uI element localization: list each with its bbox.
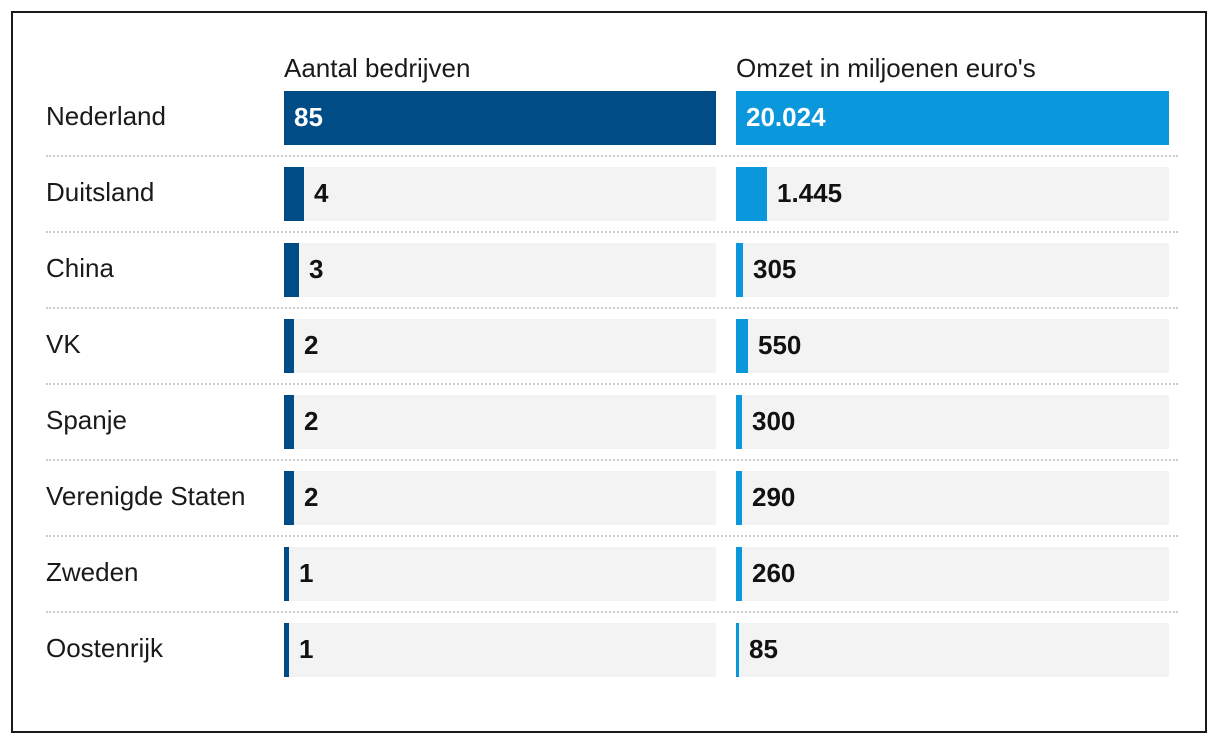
bar-company-count [284, 319, 294, 373]
bar-company-count [284, 623, 289, 677]
chart-row: Verenigde Staten 2 290 [13, 471, 1205, 547]
chart-row: Oostenrijk 1 85 [13, 623, 1205, 699]
row-separator [46, 383, 1178, 385]
bar-revenue [736, 167, 767, 221]
chart-row: VK 2 550 [13, 319, 1205, 395]
row-separator [46, 535, 1178, 537]
row-separator [46, 231, 1178, 233]
bar-company-count [284, 167, 304, 221]
chart-row: Spanje 2 300 [13, 395, 1205, 471]
bar-value-label-revenue: 300 [752, 406, 796, 436]
bar-value-label-revenue: 20.024 [746, 102, 826, 132]
bar-track-revenue: 260 [736, 547, 1169, 601]
row-separator [46, 155, 1178, 157]
bar-value-label-company-count: 2 [304, 330, 319, 360]
column-header-revenue: Omzet in miljoenen euro's [736, 53, 1036, 83]
bar-value-label-company-count: 2 [304, 406, 319, 436]
bar-revenue [736, 471, 742, 525]
bar-track-company-count: 2 [284, 471, 716, 525]
bar-track-company-count: 1 [284, 547, 716, 601]
bar-value-label-revenue: 550 [758, 330, 802, 360]
bar-revenue [736, 623, 739, 677]
bar-value-label-company-count: 1 [299, 558, 314, 588]
bar-value-label-company-count: 2 [304, 482, 319, 512]
bar-revenue [736, 91, 1169, 145]
bar-track-revenue: 20.024 [736, 91, 1169, 145]
bar-revenue [736, 547, 742, 601]
bar-track-company-count: 3 [284, 243, 716, 297]
bar-track-revenue: 1.445 [736, 167, 1169, 221]
bar-revenue [736, 243, 743, 297]
bar-revenue [736, 319, 748, 373]
bar-value-label-revenue: 85 [749, 634, 778, 664]
bar-track-revenue: 85 [736, 623, 1169, 677]
chart-row: China 3 305 [13, 243, 1205, 319]
bar-value-label-company-count: 4 [314, 178, 329, 208]
bar-value-label-company-count: 85 [294, 102, 323, 132]
chart-row: Zweden 1 260 [13, 547, 1205, 623]
category-label: Oostenrijk [46, 633, 164, 663]
chart-rows: Nederland 85 20.024 Duitsland 4 1.445 China 3 30… [13, 13, 1205, 731]
bar-value-label-revenue: 305 [753, 254, 797, 284]
category-label: VK [46, 329, 81, 359]
chart-row: Nederland 85 20.024 [13, 91, 1205, 167]
category-label: Verenigde Staten [46, 481, 246, 511]
bar-track-company-count: 4 [284, 167, 716, 221]
category-label: China [46, 253, 114, 283]
bar-company-count [284, 547, 289, 601]
category-label: Spanje [46, 405, 127, 435]
category-label: Nederland [46, 101, 166, 131]
bar-value-label-revenue: 260 [752, 558, 796, 588]
category-label: Duitsland [46, 177, 155, 207]
bar-company-count [284, 395, 294, 449]
bar-track-revenue: 550 [736, 319, 1169, 373]
row-separator [46, 307, 1178, 309]
bar-track-company-count: 85 [284, 91, 716, 145]
bar-value-label-company-count: 3 [309, 254, 324, 284]
bar-track-company-count: 2 [284, 319, 716, 373]
row-separator [46, 611, 1178, 613]
bar-track-company-count: 1 [284, 623, 716, 677]
bar-value-label-revenue: 290 [752, 482, 796, 512]
bar-company-count [284, 91, 716, 145]
row-separator [46, 459, 1178, 461]
bar-track-revenue: 290 [736, 471, 1169, 525]
bar-value-label-revenue: 1.445 [777, 178, 843, 208]
chart-frame: Aantal bedrijven Omzet in miljoenen euro… [11, 11, 1207, 733]
bar-company-count [284, 243, 299, 297]
bar-track-revenue: 305 [736, 243, 1169, 297]
bar-company-count [284, 471, 294, 525]
bar-value-label-company-count: 1 [299, 634, 314, 664]
category-label: Zweden [46, 557, 139, 587]
bar-revenue [736, 395, 742, 449]
column-header-company-count: Aantal bedrijven [284, 53, 471, 83]
bar-track-company-count: 2 [284, 395, 716, 449]
chart-row: Duitsland 4 1.445 [13, 167, 1205, 243]
bar-track-revenue: 300 [736, 395, 1169, 449]
